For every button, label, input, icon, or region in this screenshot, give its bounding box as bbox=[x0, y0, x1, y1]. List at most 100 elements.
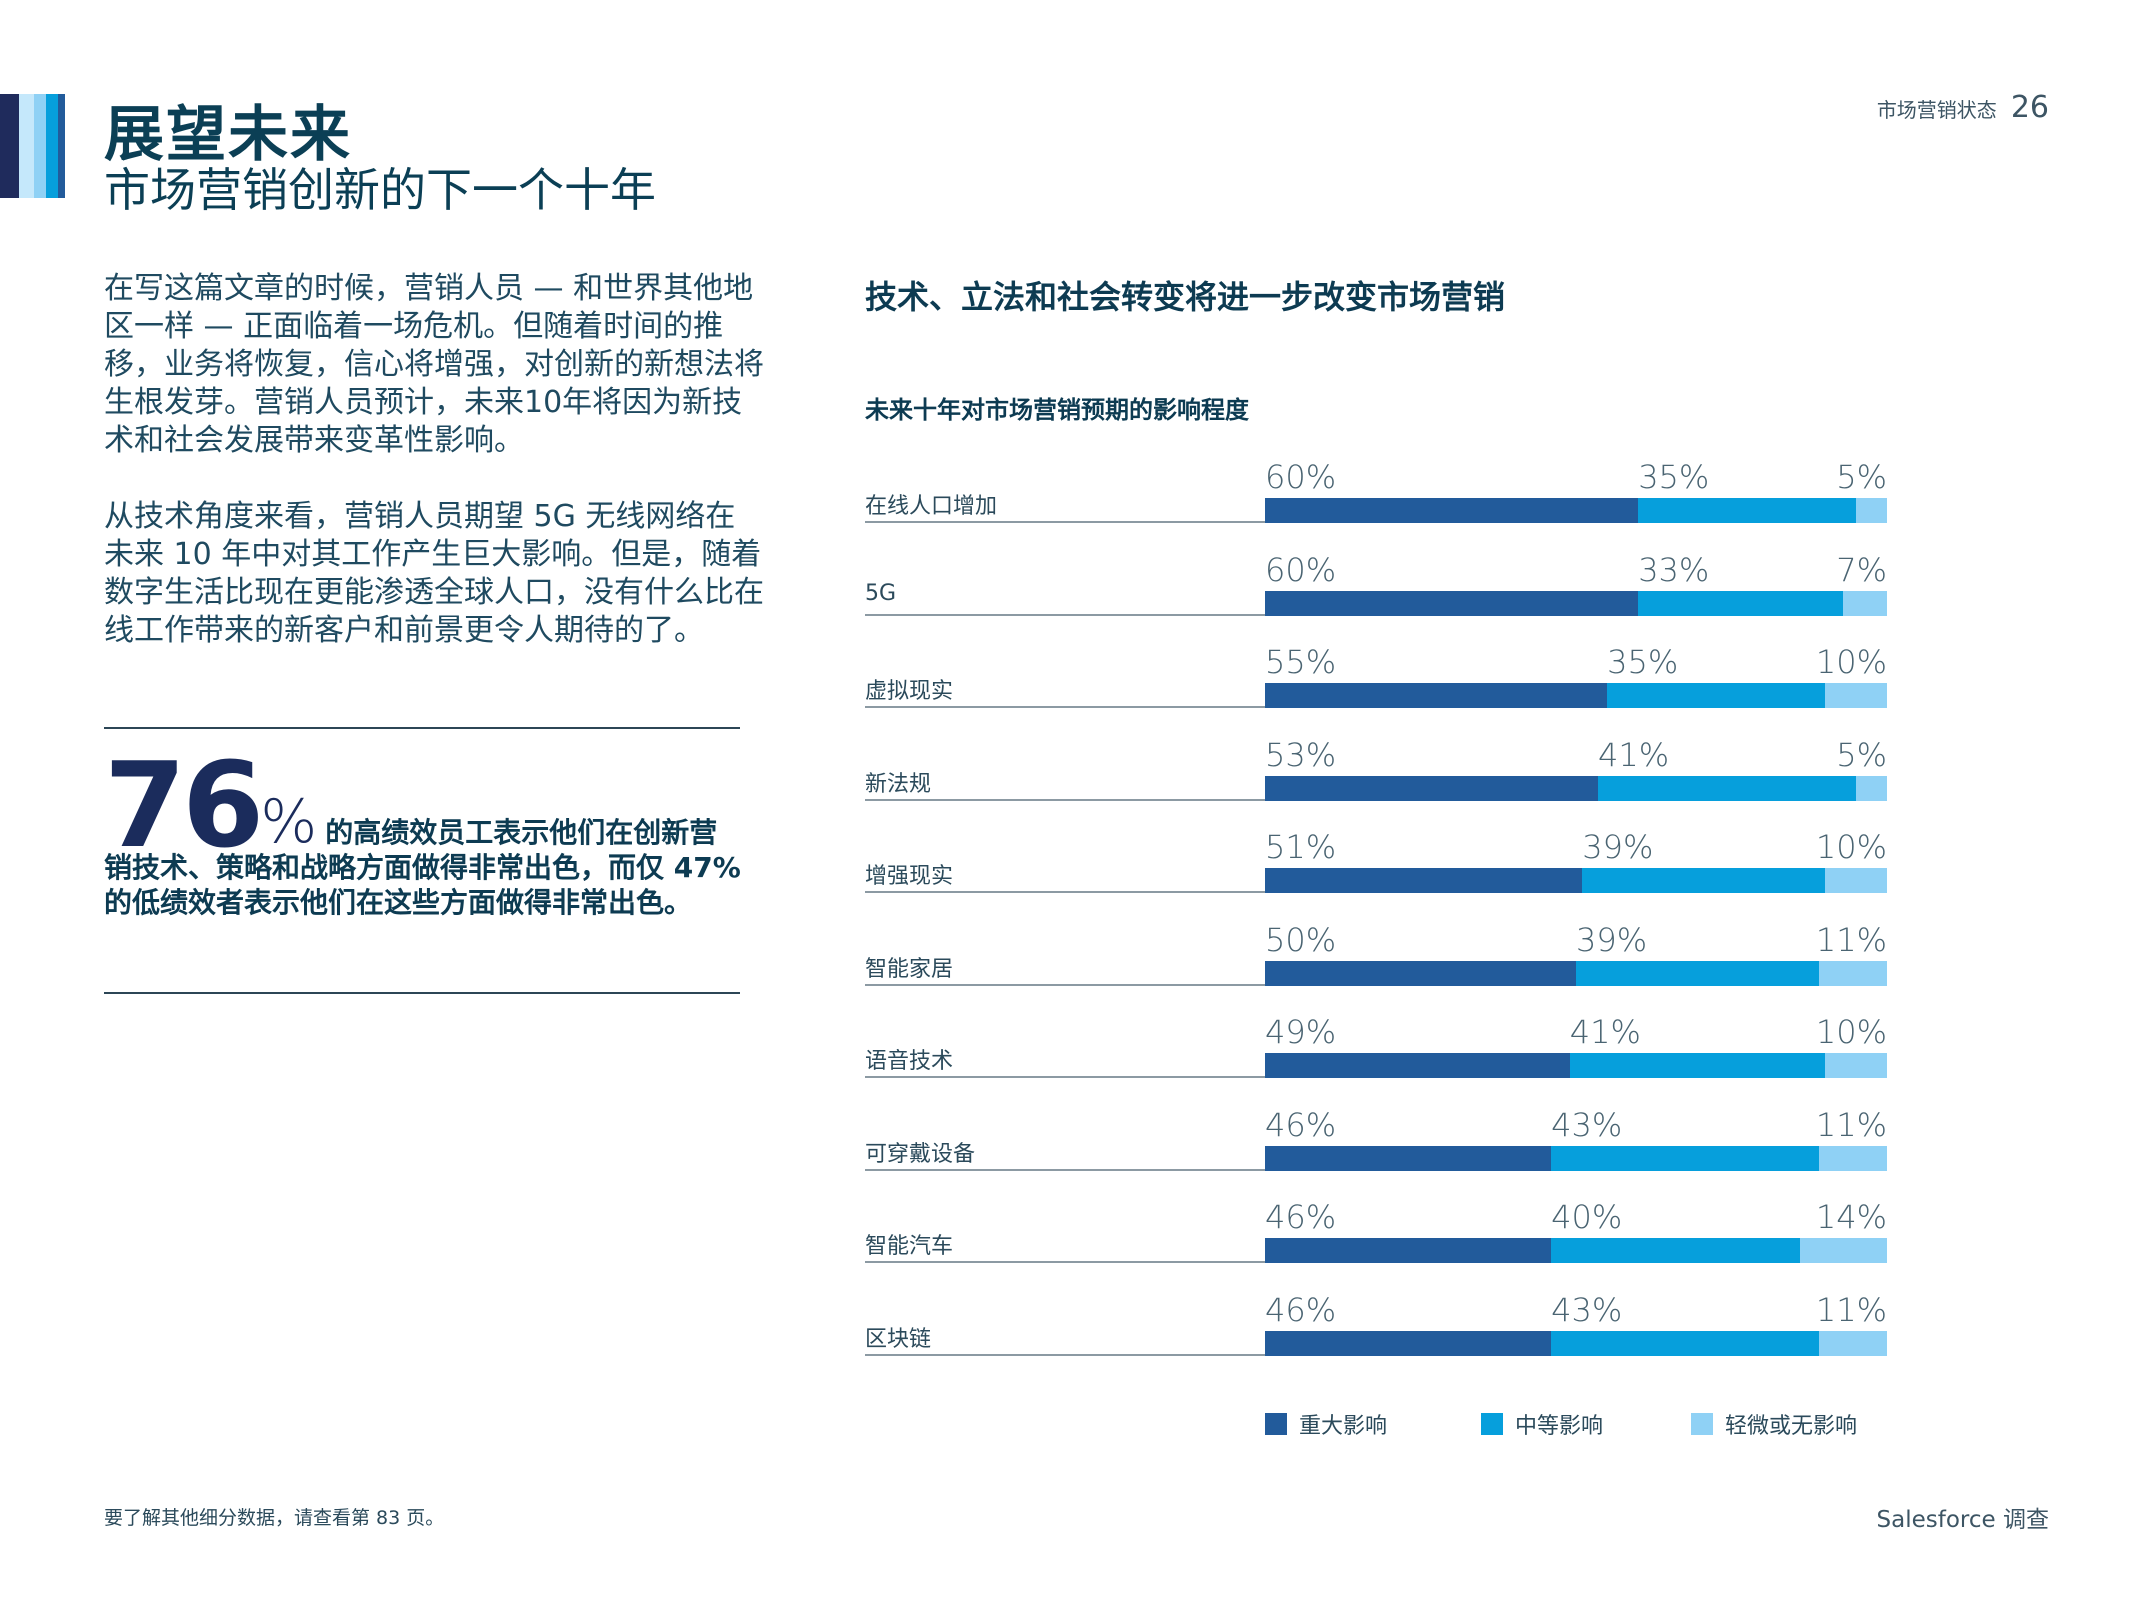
row-rule bbox=[865, 983, 1265, 986]
running-header: 市场营销状态 26 bbox=[1877, 90, 2049, 125]
legend-label: 重大影响 bbox=[1299, 1414, 1388, 1439]
bar-segment bbox=[1265, 590, 1639, 616]
legend-swatch bbox=[1691, 1413, 1713, 1435]
bar-segment bbox=[1818, 960, 1887, 986]
bar-segment bbox=[1855, 498, 1887, 523]
chart-title: 未来十年对市场营销预期的影响程度 bbox=[865, 396, 1249, 424]
bar-segment bbox=[1607, 683, 1825, 708]
stat-number: 76 bbox=[104, 736, 264, 874]
data-label: 55% bbox=[1265, 643, 1337, 681]
data-label: 49% bbox=[1265, 1013, 1337, 1051]
data-label: 35% bbox=[1607, 643, 1679, 681]
category-label: 增强现实 bbox=[865, 864, 954, 889]
bar-segment bbox=[1597, 775, 1856, 801]
bar-segment bbox=[1265, 775, 1598, 801]
accent-stripe bbox=[46, 94, 58, 198]
bar-segment bbox=[1582, 868, 1825, 893]
bar-segment bbox=[1551, 1145, 1819, 1171]
legend-item: 轻微或无影响 bbox=[1691, 1408, 1857, 1440]
category-label: 虚拟现实 bbox=[865, 679, 954, 704]
category-label: 智能家居 bbox=[865, 956, 954, 982]
accent-stripe bbox=[19, 94, 34, 198]
stat-callout: 76% 的高绩效员工表示他们在创新营销技术、策略和战略方面做得非常出色，而仅 47… bbox=[104, 746, 744, 920]
bar-segment bbox=[1551, 1238, 1800, 1263]
row-rule bbox=[865, 613, 1265, 616]
row-rule bbox=[865, 891, 1265, 893]
chart-heading: 技术、立法和社会转变将进一步改变市场营销 bbox=[865, 278, 1506, 316]
body-paragraph: 从技术角度来看，营销人员期望 5G 无线网络在未来 10 年中对其工作产生巨大影… bbox=[104, 499, 764, 648]
row-rule bbox=[865, 1261, 1265, 1263]
accent-stripe bbox=[58, 94, 65, 198]
category-label: 智能汽车 bbox=[865, 1234, 954, 1259]
footer-source: Salesforce 调查 bbox=[1876, 1507, 2049, 1533]
data-label: 7% bbox=[1836, 550, 1887, 589]
body-paragraph: 在写这篇文章的时候，营销人员 — 和世界其他地区一样 — 正面临着一场危机。但随… bbox=[104, 271, 764, 458]
legend-label: 轻微或无影响 bbox=[1725, 1414, 1858, 1439]
row-rule bbox=[865, 1076, 1265, 1078]
page-subtitle: 市场营销创新的下一个十年 bbox=[104, 163, 656, 217]
data-label: 41% bbox=[1569, 1013, 1641, 1051]
divider bbox=[104, 992, 740, 994]
data-label: 51% bbox=[1265, 828, 1337, 866]
legend-item: 重大影响 bbox=[1265, 1408, 1387, 1440]
bar-segment bbox=[1843, 590, 1887, 616]
data-label: 46% bbox=[1265, 1198, 1337, 1236]
data-label: 46% bbox=[1265, 1105, 1337, 1144]
category-label: 语音技术 bbox=[865, 1049, 954, 1074]
data-label: 46% bbox=[1265, 1290, 1337, 1329]
bar-segment bbox=[1638, 590, 1844, 616]
accent-stripe bbox=[34, 94, 46, 198]
bar-segment bbox=[1265, 683, 1608, 708]
bar-segment bbox=[1551, 1330, 1819, 1356]
category-label: 在线人口增加 bbox=[865, 494, 998, 519]
data-label: 11% bbox=[1815, 1290, 1887, 1329]
row-rule bbox=[865, 706, 1265, 708]
data-label: 60% bbox=[1265, 458, 1337, 496]
bar-segment bbox=[1824, 868, 1887, 893]
data-label: 60% bbox=[1265, 550, 1337, 589]
stat-text: 的高绩效员工表示他们在创新营销技术、策略和战略方面做得非常出色，而仅 47% 的… bbox=[104, 816, 741, 919]
bar-segment bbox=[1265, 960, 1576, 986]
bar-segment bbox=[1818, 1330, 1887, 1356]
data-label: 40% bbox=[1551, 1198, 1623, 1236]
bar-segment bbox=[1265, 1238, 1552, 1263]
category-label: 新法规 bbox=[865, 771, 932, 797]
data-label: 35% bbox=[1638, 458, 1710, 496]
data-label: 33% bbox=[1638, 550, 1710, 589]
accent-stripe bbox=[0, 94, 19, 198]
bar-segment bbox=[1265, 1330, 1552, 1356]
section-name: 市场营销状态 bbox=[1876, 98, 1997, 122]
data-label: 14% bbox=[1815, 1198, 1887, 1236]
legend-swatch bbox=[1265, 1413, 1287, 1435]
data-label: 5% bbox=[1836, 735, 1887, 774]
page-title: 展望未来 bbox=[104, 100, 352, 170]
data-label: 11% bbox=[1815, 1105, 1887, 1144]
stat-percent: % bbox=[260, 787, 318, 857]
data-label: 10% bbox=[1815, 643, 1887, 681]
category-label: 区块链 bbox=[865, 1326, 932, 1352]
data-label: 53% bbox=[1265, 735, 1337, 774]
category-label: 5G bbox=[865, 580, 897, 606]
legend-item: 中等影响 bbox=[1481, 1408, 1603, 1440]
footer-note: 要了解其他细分数据，请查看第 83 页。 bbox=[104, 1507, 445, 1529]
data-label: 43% bbox=[1551, 1105, 1623, 1144]
row-rule bbox=[865, 521, 1265, 523]
legend-swatch bbox=[1481, 1413, 1503, 1435]
data-label: 41% bbox=[1597, 735, 1670, 774]
bar-segment bbox=[1265, 1053, 1570, 1078]
data-label: 50% bbox=[1265, 920, 1337, 959]
data-label: 5% bbox=[1836, 458, 1887, 496]
data-label: 43% bbox=[1551, 1290, 1623, 1329]
row-rule bbox=[865, 1353, 1265, 1356]
bar-segment bbox=[1638, 498, 1856, 523]
divider bbox=[104, 727, 740, 729]
legend-label: 中等影响 bbox=[1515, 1414, 1604, 1439]
bar-segment bbox=[1818, 1145, 1887, 1171]
data-label: 39% bbox=[1582, 828, 1654, 866]
bar-segment bbox=[1265, 498, 1639, 523]
row-rule bbox=[865, 1168, 1265, 1171]
bar-segment bbox=[1265, 868, 1583, 893]
data-label: 10% bbox=[1815, 1013, 1887, 1051]
bar-segment bbox=[1569, 1053, 1825, 1078]
data-label: 10% bbox=[1815, 828, 1887, 866]
